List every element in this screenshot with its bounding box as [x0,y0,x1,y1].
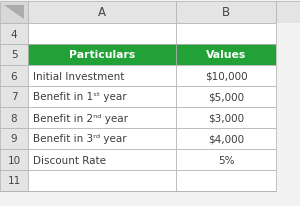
Bar [0,87,28,108]
Bar [176,2,276,24]
Bar [176,170,276,191]
Text: $3,000: $3,000 [208,113,244,123]
Polygon shape [4,6,24,20]
Bar [276,24,300,45]
Bar [0,170,28,191]
Bar [276,45,300,66]
Text: Benefit in 3ʳᵈ year: Benefit in 3ʳᵈ year [33,134,127,144]
Bar [28,66,176,87]
Bar [276,66,300,87]
Bar [176,45,276,66]
Bar [276,149,300,170]
Bar [28,87,176,108]
Text: Values: Values [206,50,246,60]
Bar [0,128,28,149]
Bar [28,45,176,66]
Text: Discount Rate: Discount Rate [33,155,106,165]
Bar [276,170,300,191]
Bar [28,108,176,128]
Bar [28,24,176,45]
Bar [28,128,176,149]
Bar [176,149,276,170]
Bar [28,2,176,24]
Bar [276,128,300,149]
Bar [28,149,176,170]
Text: $5,000: $5,000 [208,92,244,102]
Text: 5%: 5% [218,155,234,165]
Bar [276,2,300,191]
Text: Benefit in 1ˢᵗ year: Benefit in 1ˢᵗ year [33,92,127,102]
Bar [0,2,28,24]
Text: Benefit in 2ⁿᵈ year: Benefit in 2ⁿᵈ year [33,113,128,123]
Bar [276,2,300,24]
Bar [0,24,28,45]
Text: 4: 4 [11,29,17,39]
Text: 9: 9 [11,134,17,144]
Text: $4,000: $4,000 [208,134,244,144]
Text: 8: 8 [11,113,17,123]
Text: 5: 5 [11,50,17,60]
Text: 11: 11 [8,176,21,186]
Text: 7: 7 [11,92,17,102]
Text: $10,000: $10,000 [205,71,247,81]
Text: 6: 6 [11,71,17,81]
Text: A: A [98,6,106,19]
Text: Particulars: Particulars [69,50,135,60]
Bar [0,149,28,170]
Bar [276,108,300,128]
Bar [176,66,276,87]
Bar [0,45,28,66]
Bar [176,128,276,149]
Bar [176,108,276,128]
Text: 10: 10 [8,155,21,165]
Text: Initial Investment: Initial Investment [33,71,124,81]
Bar [276,87,300,108]
Bar [0,108,28,128]
Text: B: B [222,6,230,19]
Bar [176,87,276,108]
Bar [28,170,176,191]
Bar [176,24,276,45]
Bar [0,66,28,87]
